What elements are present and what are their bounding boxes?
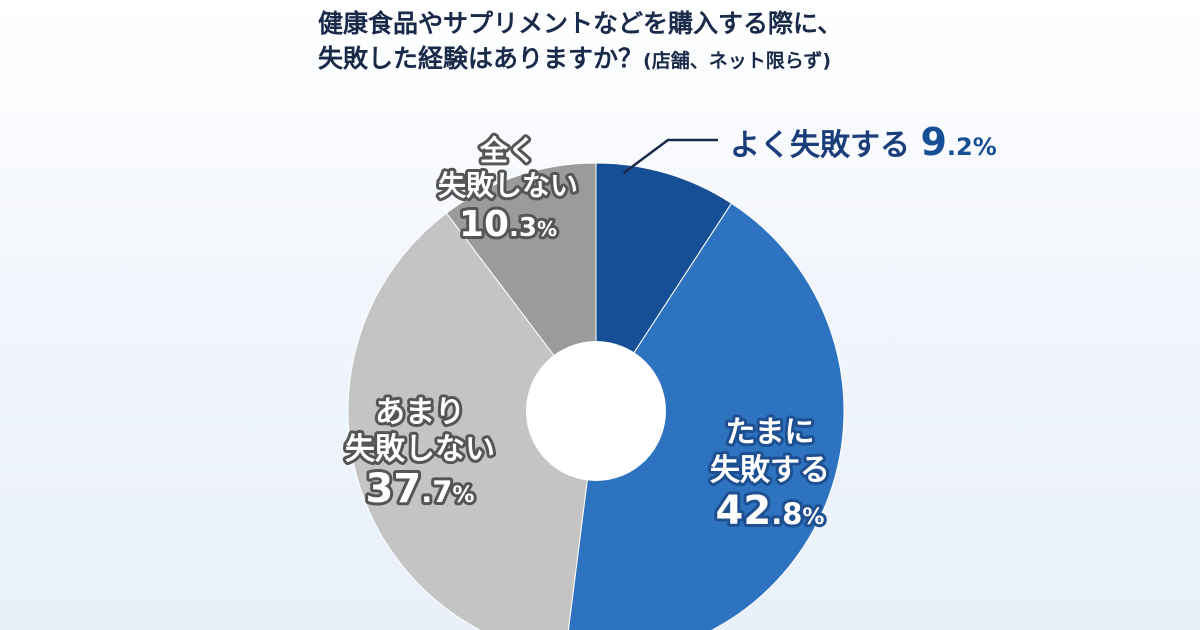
label-rarely-value: 37.7%	[366, 466, 475, 512]
title-question: 失敗した経験はありますか？	[318, 44, 644, 73]
label-never-value: 10.3%	[459, 204, 557, 245]
slice-labels: よく失敗する 9.2%たまに失敗する42.8%あまり失敗しない37.7%全く失敗…	[342, 120, 997, 537]
label-often-text: よく失敗する 9.2%	[730, 120, 997, 164]
title-line-1: 健康食品やサプリメントなどを購入する際に、	[318, 9, 843, 38]
slice-never	[445, 162, 597, 413]
label-rarely-line-2: 失敗しない	[345, 432, 495, 467]
slice-rarely	[347, 212, 597, 630]
chart-title: 健康食品やサプリメントなどを購入する際に、 失敗した経験はありますか？(店舗、ネ…	[318, 6, 1018, 79]
slice-sometimes	[567, 202, 845, 630]
label-never-line-1: 全く	[479, 134, 536, 167]
title-line-2: 失敗した経験はありますか？(店舗、ネット限らず)	[318, 41, 1018, 79]
label-sometimes-value: 42.8%	[716, 488, 825, 534]
label-sometimes-line-2: 失敗する	[710, 453, 830, 488]
label-never-line-2: 失敗しない	[438, 169, 578, 202]
title-note: (店舗、ネット限らず)	[643, 50, 832, 72]
label-sometimes-line-1: たまに	[725, 415, 814, 450]
label-rarely-line-1: あまり	[375, 395, 465, 430]
donut-hole	[526, 341, 666, 481]
label-often: よく失敗する 9.2%	[730, 120, 997, 164]
donut-slices	[347, 162, 845, 630]
leader-line-often	[622, 138, 718, 175]
slice-often	[595, 162, 733, 413]
